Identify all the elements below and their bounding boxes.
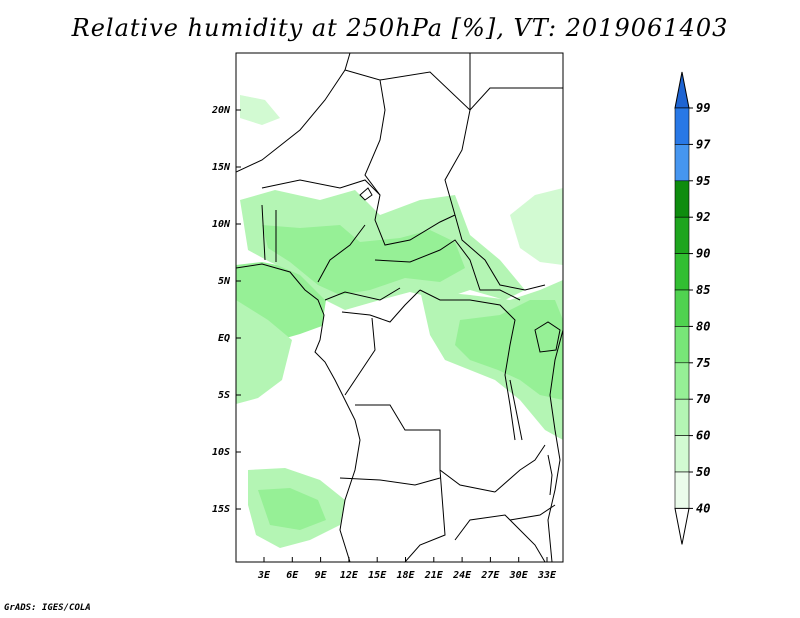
- lon-label: 6E: [286, 570, 299, 581]
- border-cameroon: [317, 224, 401, 301]
- colorbar-label: 75: [696, 356, 710, 370]
- colorbar-segment: [674, 326, 690, 364]
- lat-label: 5N: [218, 276, 231, 287]
- humidity-region-sahel-core: [262, 225, 465, 295]
- border-drc-east: [419, 289, 516, 441]
- lon-label: 30E: [509, 570, 529, 581]
- border-zambia: [494, 444, 556, 521]
- colorbar-segment: [674, 435, 690, 473]
- colorbar-label: 85: [696, 283, 710, 297]
- border-car-sudan: [374, 239, 521, 301]
- colorbar-bottom-arrow: [674, 507, 690, 545]
- lat-label: 15N: [212, 162, 231, 173]
- chart-title: Relative humidity at 250hPa [%], VT: 201…: [71, 14, 729, 42]
- lat-label: 20N: [211, 105, 231, 116]
- colorbar-top-arrow: [674, 71, 690, 109]
- colorbar-segment: [674, 289, 690, 327]
- lat-label: 5S: [218, 390, 230, 401]
- colorbar-label: 97: [696, 137, 711, 151]
- humidity-field: [236, 95, 563, 548]
- colorbar-label: 70: [696, 392, 710, 406]
- colorbar-label: 99: [696, 101, 710, 115]
- lon-label: 18E: [396, 570, 415, 581]
- latitude-axis: 20N 15N 10N 5N EQ 5S 10S 15S: [211, 105, 241, 515]
- lake-victoria: [534, 321, 561, 353]
- coastline-west: [236, 263, 361, 562]
- colorbar-segment: [674, 362, 690, 400]
- lat-label: EQ: [218, 333, 230, 344]
- lake-chad: [359, 187, 373, 201]
- colorbar-label: 40: [696, 501, 710, 515]
- coastline-east: [547, 329, 563, 562]
- colorbar-segment: [674, 144, 690, 182]
- border-congo-basin: [341, 289, 421, 396]
- humidity-region-atlantic: [236, 300, 292, 404]
- colorbar-segment: [674, 253, 690, 291]
- border-nigeria: [261, 204, 277, 262]
- border-sahara-3: [379, 71, 471, 216]
- colorbar-label: 50: [696, 465, 710, 479]
- lon-label: 15E: [368, 570, 387, 581]
- border-sahara-2: [344, 69, 386, 196]
- border-sahara-1: [236, 53, 351, 173]
- colorbar-segment: [674, 398, 690, 436]
- border-libya-egypt: [469, 53, 563, 112]
- colorbar-segment: [674, 471, 690, 509]
- lon-label: 9E: [315, 570, 328, 581]
- border-namibia: [339, 469, 446, 562]
- humidity-region-north-sahara: [240, 95, 280, 125]
- lon-label: 24E: [452, 570, 472, 581]
- colorbar-segment: [674, 107, 690, 145]
- colorbar-segment: [674, 180, 690, 218]
- country-borders: [236, 53, 563, 562]
- lat-label: 15S: [212, 504, 230, 515]
- border-sudan-south: [454, 214, 546, 291]
- lon-label: 27E: [480, 570, 500, 581]
- colorbar-segment: [674, 216, 690, 254]
- colorbar-label: 60: [696, 429, 710, 443]
- humidity-region-southwest-core: [258, 488, 326, 530]
- lon-label: 12E: [340, 570, 359, 581]
- lon-label: 33E: [537, 570, 557, 581]
- lake-malawi: [547, 454, 553, 496]
- longitude-axis: 3E 6E 9E 12E 15E 18E 21E 24E 27E 30E 33E: [257, 557, 557, 581]
- lake-tanganyika: [509, 379, 523, 441]
- humidity-region-northeast: [510, 188, 563, 265]
- lat-label: 10S: [212, 447, 230, 458]
- colorbar-label: 92: [696, 210, 710, 224]
- colorbar-label: 95: [696, 174, 710, 188]
- map-frame: [235, 52, 564, 563]
- lon-label: 3E: [257, 570, 271, 581]
- border-angola: [355, 404, 496, 493]
- border-botswana: [454, 514, 546, 562]
- grads-credit: GrADS: IGES/COLA: [4, 603, 91, 613]
- colorbar: 99 97 95 92 90 85 80 75 70 60 50 40: [674, 71, 711, 545]
- colorbar-label: 90: [696, 247, 710, 261]
- border-chad-niger: [261, 179, 456, 246]
- lon-label: 21E: [424, 570, 444, 581]
- colorbar-label: 80: [696, 319, 710, 333]
- lat-label: 10N: [212, 219, 231, 230]
